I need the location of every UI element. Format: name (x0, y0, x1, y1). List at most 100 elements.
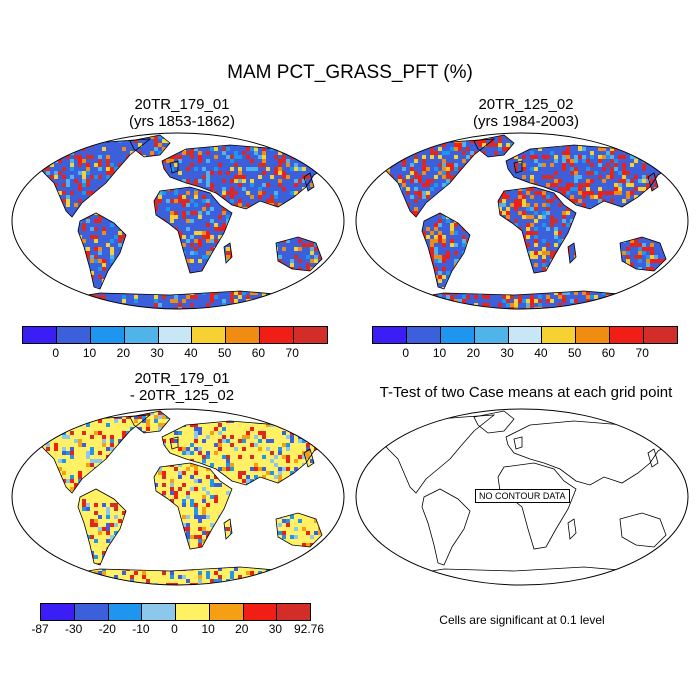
colorbar-diff-labels: -87 -30 -20 -10 0 10 20 30 92.76 (31, 622, 324, 636)
colorbar-tick-label: 40 (534, 346, 548, 360)
coastline-madagascar (567, 242, 577, 264)
colorbar-swatch (192, 327, 227, 343)
colorbar-swatch (406, 327, 441, 343)
coastline-na (33, 138, 152, 218)
panel-4-title: T-Test of two Case means at each grid po… (356, 384, 696, 401)
coastline-uk (513, 160, 523, 174)
colorbar-swatch (108, 604, 143, 620)
colorbar-panel-1 (22, 326, 328, 344)
coastline-japan (303, 448, 315, 468)
colorbar-swatch (610, 327, 645, 343)
coastline-japan (647, 448, 659, 468)
colorbar-tick-label: 50 (217, 346, 232, 360)
coastline-africa (497, 186, 577, 274)
colorbar-tick-label: 30 (500, 346, 514, 360)
map-frame (355, 408, 689, 586)
coastline-na (377, 138, 496, 218)
colorbar-panel-2-labels: 0 10 20 30 40 50 60 70 (372, 346, 676, 360)
colorbar-swatch (576, 327, 611, 343)
map-frame (11, 408, 345, 586)
colorbar-swatch (644, 327, 678, 343)
panel-1-title: 20TR_179_01 (yrs 1853-1862) (12, 96, 352, 130)
colorbar-swatch (90, 327, 125, 343)
colorbar-swatch (226, 327, 261, 343)
map-panel-3 (11, 408, 345, 586)
map-panel-2 (355, 132, 689, 310)
colorbar-tick-label: 40 (184, 346, 198, 360)
coastline-greenland (473, 410, 515, 434)
colorbar-swatch (542, 327, 577, 343)
colorbar-tick-label: 70 (285, 346, 299, 360)
coastline-sa (421, 488, 471, 566)
significance-footnote: Cells are significant at 0.1 level (439, 613, 605, 627)
coastline-sa (421, 212, 471, 290)
colorbar-tick-label: 60 (251, 346, 266, 360)
coastline-uk (169, 436, 179, 450)
colorbar-tick-label: 30 (268, 622, 283, 636)
colorbar-swatch (56, 327, 91, 343)
coastline-sa (77, 212, 127, 290)
colorbar-tick-label: 20 (235, 622, 249, 636)
coastline-australia (619, 236, 667, 272)
coastline-africa (153, 186, 233, 274)
coastline-australia (619, 512, 667, 548)
coastline-greenland (473, 134, 515, 158)
no-contour-label: NO CONTOUR DATA (475, 489, 570, 503)
colorbar-swatch (508, 327, 543, 343)
colorbar-diff (40, 603, 311, 621)
colorbar-panel-1-labels: 0 10 20 30 40 50 60 70 (22, 346, 326, 360)
coastline-greenland (129, 134, 171, 158)
colorbar-tick-label: 20 (116, 346, 131, 360)
colorbar-tick-label: 10 (432, 346, 447, 360)
colorbar-swatch (124, 327, 159, 343)
colorbar-tick-label: 60 (601, 346, 616, 360)
coastline-australia (275, 236, 323, 272)
colorbar-tick-label: 70 (635, 346, 649, 360)
colorbar-swatch (373, 327, 407, 343)
coastline-na (33, 414, 152, 494)
map-frame (355, 132, 689, 310)
colorbar-tick-label: -87 (31, 622, 49, 636)
colorbar-tick-label: 0 (402, 346, 410, 360)
colorbar-tick-label: 50 (567, 346, 582, 360)
coastline-madagascar (223, 518, 233, 540)
panel-2-title-line1: 20TR_125_02 (478, 96, 574, 113)
colorbar-swatch (440, 327, 475, 343)
colorbar-swatch (74, 604, 109, 620)
colorbar-tick-label: 10 (82, 346, 97, 360)
colorbar-swatch (243, 604, 278, 620)
map-panel-1 (11, 132, 345, 310)
colorbar-swatch (23, 327, 57, 343)
panel-3-title-line2: - 20TR_125_02 (129, 387, 235, 404)
colorbar-swatch (260, 327, 295, 343)
panel-4-title-line1: T-Test of two Case means at each grid po… (379, 384, 673, 401)
panel-1-title-line1: 20TR_179_01 (134, 96, 230, 113)
colorbar-tick-label: 92.76 (293, 622, 325, 636)
coastline-na (377, 414, 496, 494)
coastline-australia (275, 512, 323, 548)
colorbar-tick-label: 30 (150, 346, 164, 360)
coastline-greenland (129, 410, 171, 434)
panel-3-title-line1: 20TR_179_01 (134, 370, 230, 387)
colorbar-tick-label: 0 (171, 622, 178, 636)
coastline-sa (77, 488, 127, 566)
map-frame (11, 132, 345, 310)
panel-1-title-line2: (yrs 1853-1862) (129, 113, 235, 130)
colorbar-swatch (474, 327, 509, 343)
coastline-madagascar (567, 518, 577, 540)
coastline-japan (303, 172, 315, 192)
coastline-japan (647, 172, 659, 192)
colorbar-swatch (158, 327, 193, 343)
colorbar-tick-label: -30 (64, 622, 83, 636)
colorbar-tick-label: 0 (52, 346, 60, 360)
coastline-uk (169, 160, 179, 174)
colorbar-panel-2 (372, 326, 678, 344)
coastline-madagascar (223, 242, 233, 264)
colorbar-swatch (142, 604, 176, 620)
colorbar-swatch (277, 604, 310, 620)
coastline-africa (153, 462, 233, 550)
panel-3-title: 20TR_179_01 - 20TR_125_02 (12, 370, 352, 404)
main-title: MAM PCT_GRASS_PFT (%) (227, 62, 473, 83)
panel-2-title: 20TR_125_02 (yrs 1984-2003) (356, 96, 696, 130)
colorbar-tick-label: 20 (466, 346, 481, 360)
